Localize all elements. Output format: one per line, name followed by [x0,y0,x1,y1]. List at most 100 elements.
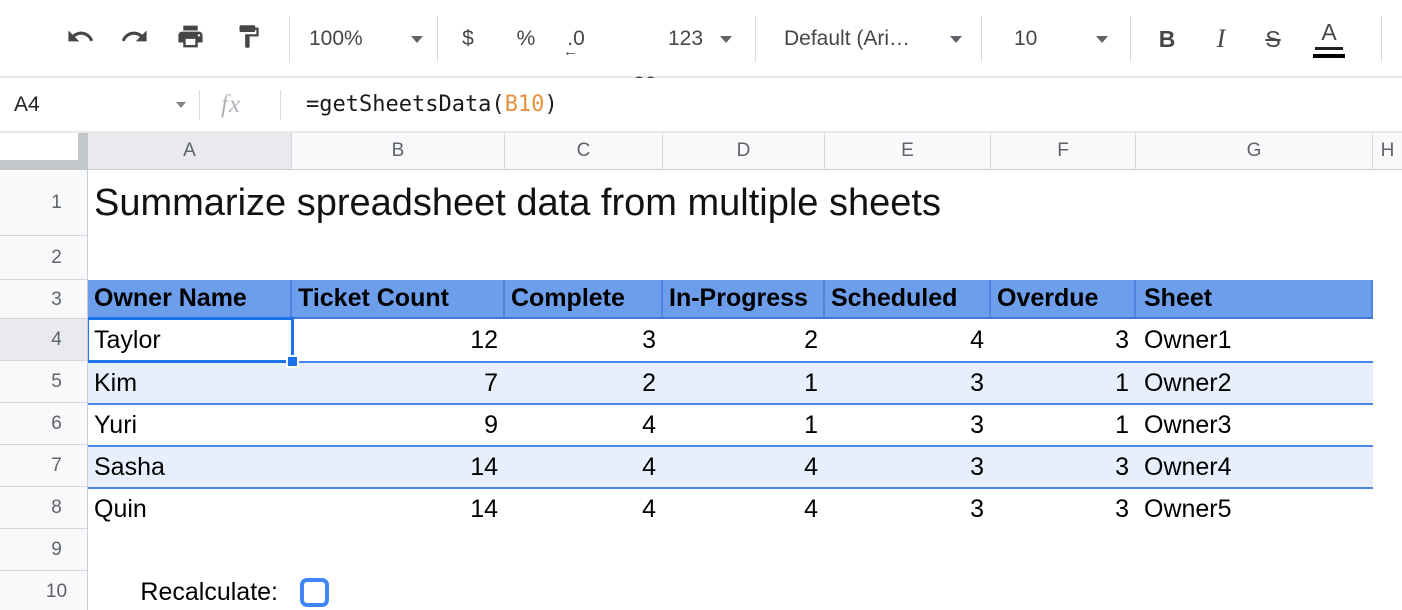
currency-format-button[interactable]: $ [448,16,488,62]
cell-f5[interactable]: 1 [1115,368,1129,397]
column-header-a[interactable]: A [88,133,292,169]
column-header-e[interactable]: E [825,133,991,169]
fill-handle[interactable] [286,355,299,368]
cell-b5[interactable]: 7 [484,368,498,397]
arrow-left-icon: ← [563,43,578,60]
row-header-3[interactable]: 3 [0,280,87,319]
toolbar-separator [755,16,756,62]
cell-a1-title[interactable]: Summarize spreadsheet data from multiple… [94,182,941,224]
bold-icon: B [1158,25,1176,52]
header-cell-ticket-count[interactable]: Ticket Count [292,280,505,317]
cell-c6[interactable]: 4 [642,410,656,439]
row-header-9[interactable]: 9 [0,529,87,571]
cell-b6[interactable]: 9 [484,410,498,439]
cell-a6[interactable]: Yuri [94,410,138,439]
header-cell-sheet[interactable]: Sheet [1136,280,1373,317]
undo-button[interactable] [58,16,102,62]
row-header-10[interactable]: 10 [0,571,87,610]
header-cell-scheduled[interactable]: Scheduled [825,280,991,317]
table-row: Sasha 14 4 4 3 3 Owner4 [88,445,1373,487]
cell-f6[interactable]: 1 [1115,410,1129,439]
name-box[interactable]: A4 [14,93,40,116]
cell-g8[interactable]: Owner5 [1144,494,1232,523]
column-header-f[interactable]: F [991,133,1136,169]
zoom-select[interactable]: 100% [303,16,429,62]
cell-d5[interactable]: 1 [804,368,818,397]
cell-d6[interactable]: 1 [804,410,818,439]
cell-e7[interactable]: 3 [970,452,984,481]
cell-c4[interactable]: 3 [642,325,656,354]
cell-e8[interactable]: 3 [970,494,984,523]
cell-e6[interactable]: 3 [970,410,984,439]
cell-g4[interactable]: Owner1 [1144,325,1232,354]
font-family-value: Default (Ari… [784,27,911,50]
row-header-8[interactable]: 8 [0,487,87,529]
cell-b4[interactable]: 12 [470,325,498,354]
redo-button[interactable] [112,16,156,62]
more-formats-button[interactable]: 123 [668,16,732,62]
cell-a10-recalculate-label[interactable]: Recalculate: [140,578,278,606]
decrease-decimal-button[interactable]: .0 ← [553,16,599,62]
cell-g6[interactable]: Owner3 [1144,410,1232,439]
print-button[interactable] [168,16,212,62]
column-header-h[interactable]: H [1380,140,1395,161]
header-cell-owner-name[interactable]: Owner Name [88,280,292,317]
paint-format-button[interactable] [226,16,270,62]
row-header-5[interactable]: 5 [0,361,87,403]
header-cell-in-progress[interactable]: In-Progress [663,280,825,317]
cell-c7[interactable]: 4 [642,452,656,481]
cell-g5[interactable]: Owner2 [1144,368,1232,397]
row-header-6[interactable]: 6 [0,403,87,445]
column-header-d[interactable]: D [663,133,825,169]
row-header-4[interactable]: 4 [0,319,87,361]
row-header-2[interactable]: 2 [0,236,87,280]
strikethrough-icon: S [1265,25,1281,52]
sheet-canvas: Summarize spreadsheet data from multiple… [88,170,1402,610]
cell-b10-checkbox[interactable] [300,578,329,607]
header-cell-overdue[interactable]: Overdue [991,280,1136,317]
cell-f7[interactable]: 3 [1115,452,1129,481]
select-all-corner[interactable] [0,133,88,170]
cell-a7[interactable]: Sasha [94,452,165,481]
formula-bar-separator [199,90,200,120]
cell-g7[interactable]: Owner4 [1144,452,1232,481]
column-header-b[interactable]: B [292,133,505,169]
formula-bar: A4 fx =getSheetsData(B10) [0,78,1402,133]
font-family-select[interactable]: Default (Ari… [778,16,968,62]
text-color-icon: A [1321,19,1337,45]
cell-e5[interactable]: 3 [970,368,984,397]
cell-f8[interactable]: 3 [1115,494,1129,523]
cell-f4[interactable]: 3 [1115,325,1129,354]
formula-cell-reference: B10 [504,92,545,117]
strikethrough-button[interactable]: S [1252,16,1294,62]
cell-b7[interactable]: 14 [470,452,498,481]
cell-e4[interactable]: 4 [970,325,984,354]
toolbar-separator [1130,16,1131,62]
toolbar-separator [437,16,438,62]
percent-icon: % [516,27,536,50]
cell-a8[interactable]: Quin [94,494,147,523]
row-header-1[interactable]: 1 [0,170,87,236]
italic-button[interactable]: I [1200,16,1242,62]
cell-a4[interactable]: Taylor [94,325,161,354]
cell-c5[interactable]: 2 [642,368,656,397]
header-cell-complete[interactable]: Complete [505,280,663,317]
cell-d7[interactable]: 4 [804,452,818,481]
formula-input[interactable]: =getSheetsData(B10) [306,78,558,131]
cell-d4[interactable]: 2 [804,325,818,354]
cell-c8[interactable]: 4 [642,494,656,523]
name-box-chevron-icon[interactable] [176,102,186,108]
percent-format-button[interactable]: % [506,16,546,62]
cell-d8[interactable]: 4 [804,494,818,523]
bold-button[interactable]: B [1146,16,1188,62]
column-header-c[interactable]: C [505,133,663,169]
text-color-underline [1315,47,1343,50]
row-header-7[interactable]: 7 [0,445,87,487]
font-size-select[interactable]: 10 [1006,16,1116,62]
toolbar-separator [289,16,290,62]
cell-a5[interactable]: Kim [94,368,138,397]
text-color-button[interactable]: A [1306,16,1352,62]
formula-suffix: ) [544,92,558,117]
column-header-g[interactable]: G [1136,133,1373,169]
cell-b8[interactable]: 14 [470,494,498,523]
